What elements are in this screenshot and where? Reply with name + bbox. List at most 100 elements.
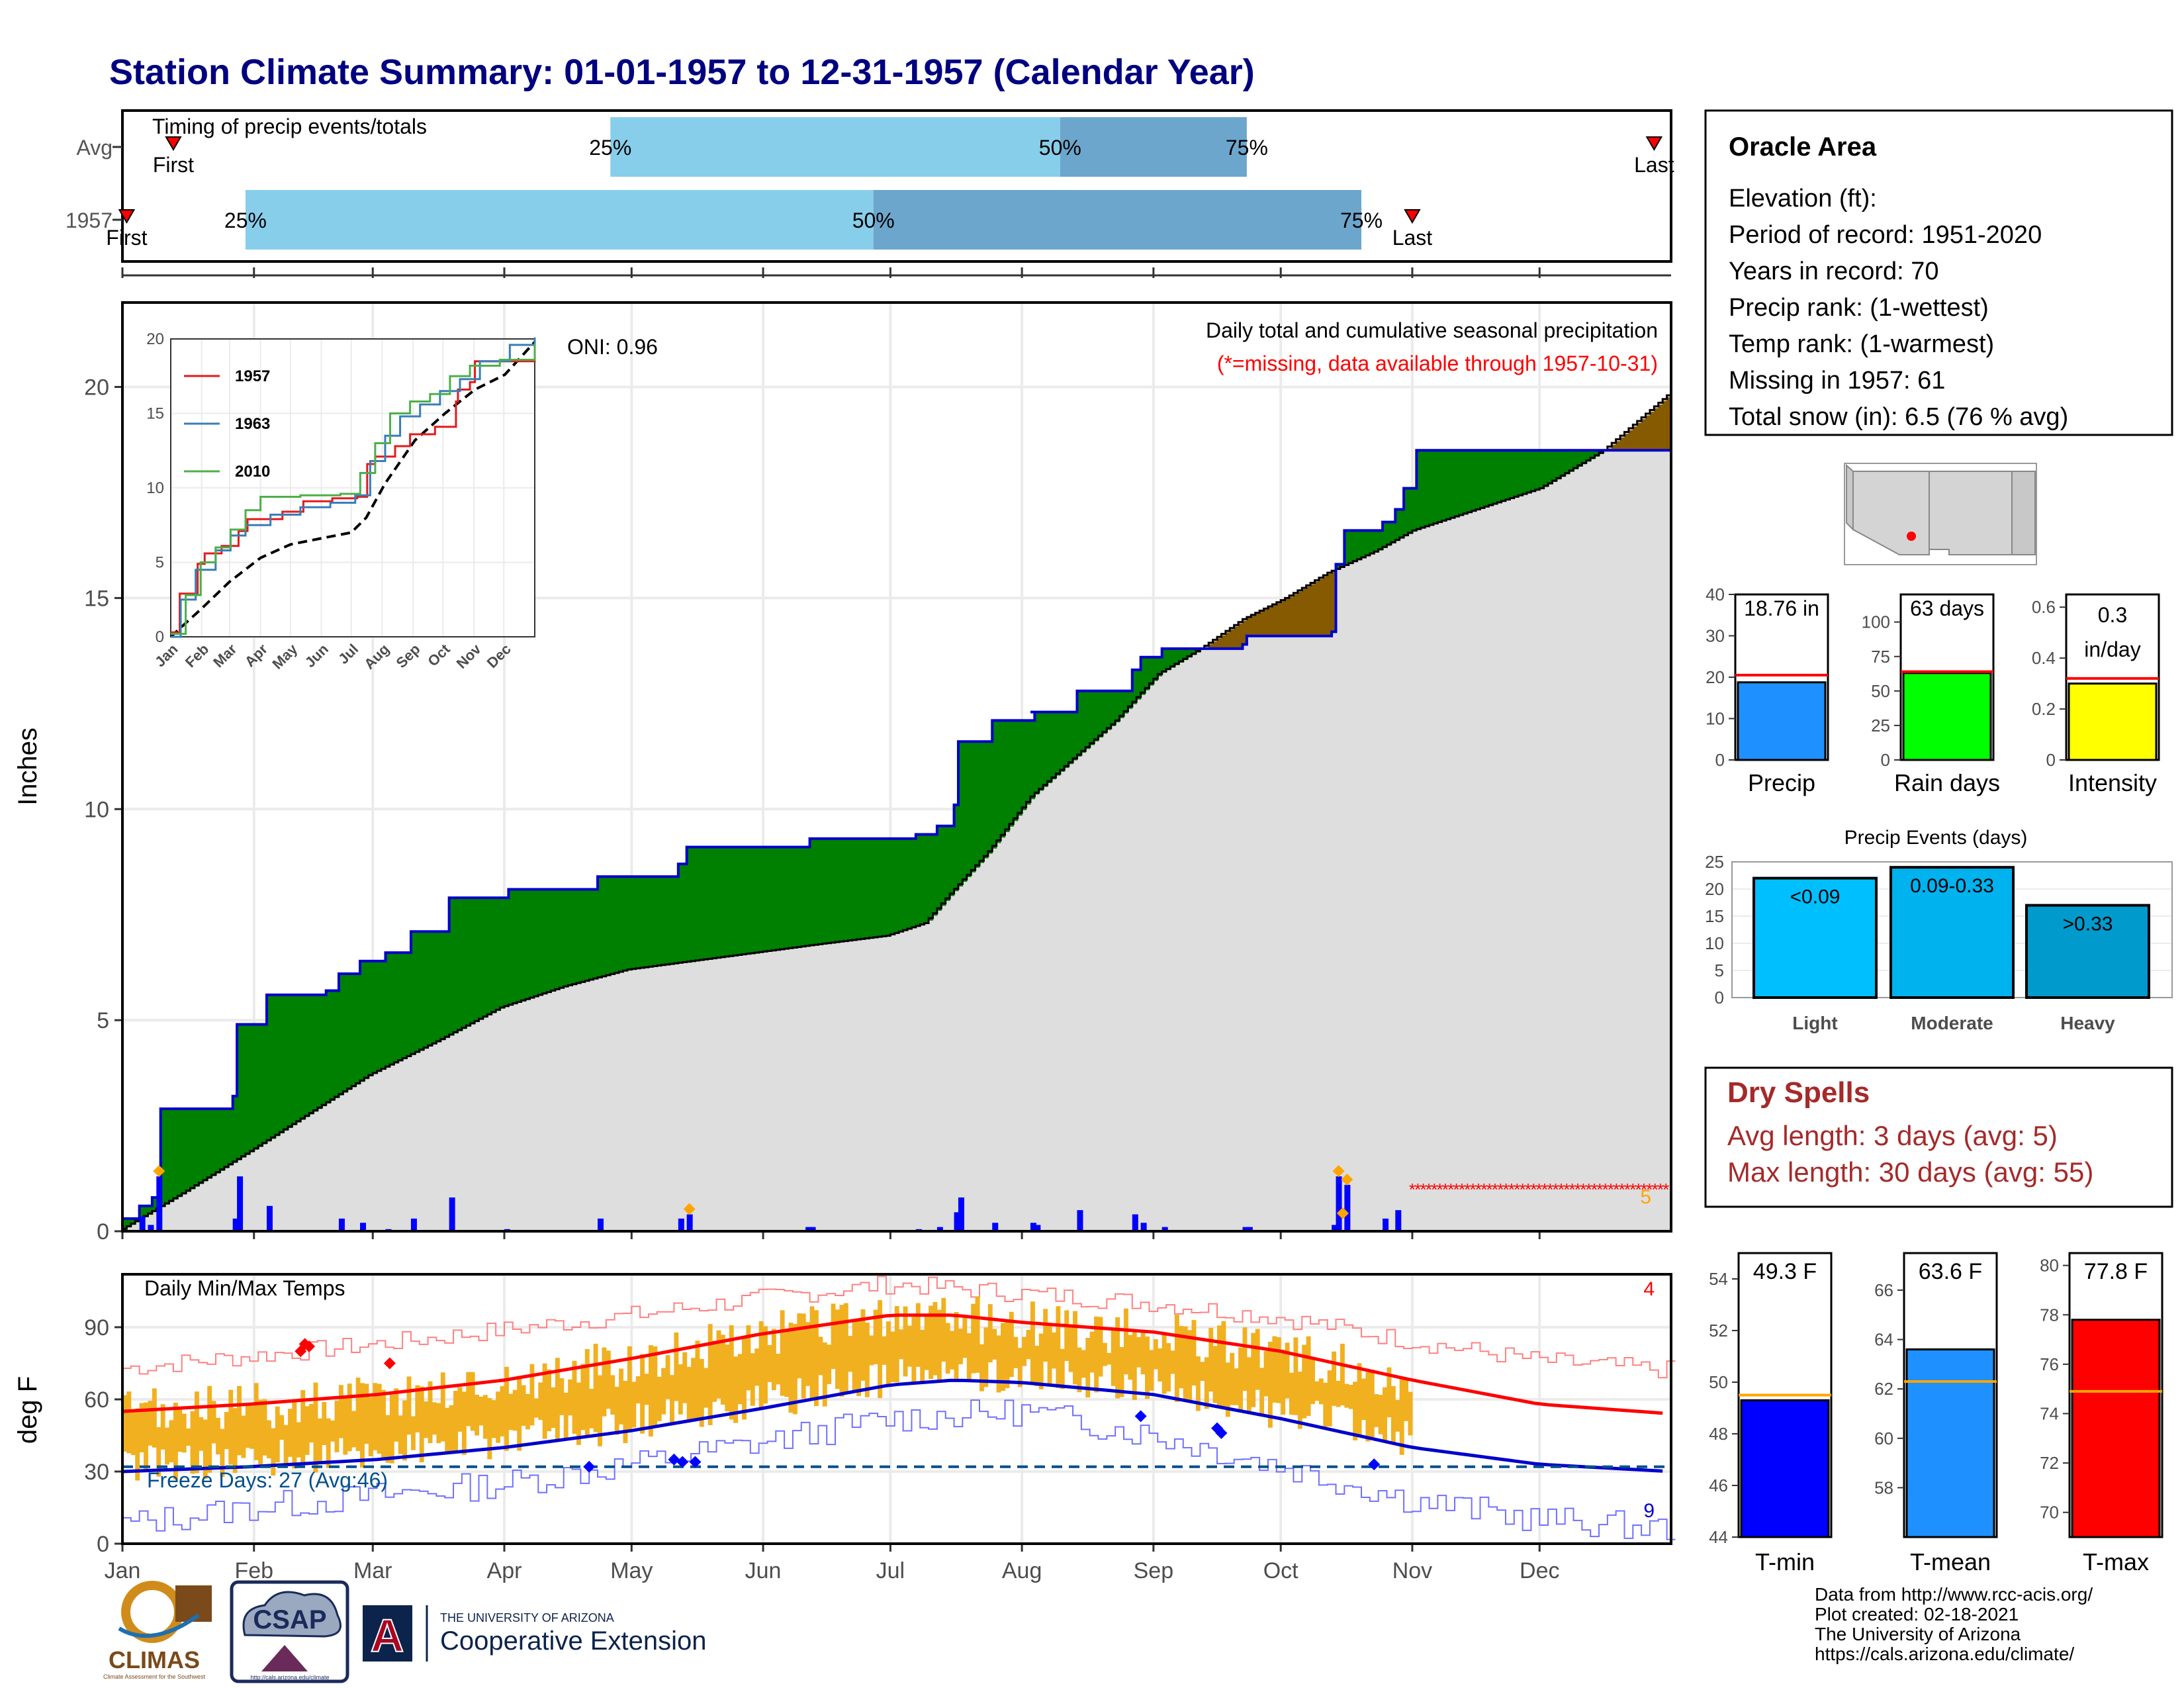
precip-surplus-area xyxy=(148,1205,153,1215)
precip-surplus-area xyxy=(1145,657,1150,690)
precip-deficit-area xyxy=(1302,589,1307,636)
precip-surplus-area xyxy=(373,961,378,1074)
precip-deficit-area xyxy=(1620,437,1625,451)
precip-missing-marker: * xyxy=(1541,1180,1548,1199)
temp-daily-bar xyxy=(695,1340,700,1421)
temp-bar-t-max xyxy=(2071,1319,2161,1538)
precip-surplus-area xyxy=(992,720,997,849)
temp-daily-bar xyxy=(979,1344,984,1391)
footer-credit-line: Plot created: 02-18-2021 xyxy=(1815,1604,2019,1624)
temp-daily-bar xyxy=(610,1375,615,1415)
summary-bar-value: 63 days xyxy=(1910,596,1984,620)
precip-deficit-area xyxy=(1263,609,1269,636)
precip-missing-marker: * xyxy=(1525,1180,1531,1199)
temp-daily-bar xyxy=(177,1408,183,1452)
temp-daily-bar xyxy=(1111,1328,1116,1386)
temp-daily-bar xyxy=(911,1317,917,1384)
summary-bar-ytick-label: 0.4 xyxy=(2032,648,2056,668)
precip-surplus-area xyxy=(504,898,509,1007)
precip-missing-marker: * xyxy=(1619,1180,1625,1199)
precip-surplus-area xyxy=(653,876,658,966)
temp-daily-bar xyxy=(126,1391,132,1454)
temp-daily-bar xyxy=(699,1358,704,1427)
precip-surplus-area xyxy=(1081,690,1086,753)
precip-surplus-area xyxy=(975,741,980,868)
precip-surplus-area xyxy=(271,994,276,1139)
precip-surplus-area xyxy=(461,898,467,1029)
temp-daily-bar xyxy=(207,1385,212,1473)
precip-surplus-area xyxy=(1111,690,1116,726)
precip-surplus-area xyxy=(699,847,704,961)
precip-surplus-area xyxy=(1365,530,1371,557)
temp-daily-bar xyxy=(856,1319,862,1397)
timing-row-label: Avg xyxy=(76,136,113,160)
temp-daily-bar xyxy=(1276,1337,1281,1403)
temp-daily-bar xyxy=(873,1309,878,1365)
precip-surplus-area xyxy=(1463,450,1468,514)
temp-daily-bar xyxy=(950,1331,955,1370)
precip-deficit-area xyxy=(1628,430,1633,451)
precip-missing-marker: * xyxy=(1586,1180,1592,1199)
timing-last-marker xyxy=(1645,136,1663,151)
temp-daily-bar xyxy=(1119,1346,1124,1397)
temp-daily-bar xyxy=(1017,1348,1023,1387)
precip-surplus-area xyxy=(194,1109,199,1187)
temp-daily-bar xyxy=(283,1425,289,1464)
precip-surplus-area xyxy=(1497,450,1502,503)
precip-surplus-area xyxy=(996,720,1001,843)
temp-daily-bar xyxy=(563,1392,569,1441)
temp-daily-bar xyxy=(1383,1387,1387,1442)
precip-daily-bar xyxy=(1395,1210,1402,1231)
precip-daily-bar xyxy=(1034,1225,1041,1231)
summary-bar-label: Rain days xyxy=(1894,769,2000,796)
precip-daily-bar xyxy=(598,1218,604,1231)
precip-missing-marker: * xyxy=(1497,1180,1504,1199)
temp-daily-bar xyxy=(300,1390,306,1465)
precip-surplus-area xyxy=(593,889,598,980)
temp-daily-bar xyxy=(288,1409,293,1457)
precip-surplus-area xyxy=(292,994,297,1125)
temp-daily-bar xyxy=(1323,1382,1328,1427)
temp-record-low-marker xyxy=(689,1456,702,1468)
precip-surplus-area xyxy=(1467,450,1473,513)
precip-daily-bar xyxy=(360,1223,367,1231)
temp-daily-bar xyxy=(525,1393,530,1430)
inset-ytick-label: 10 xyxy=(146,479,164,497)
temp-daily-bar xyxy=(780,1310,785,1396)
precip-surplus-area xyxy=(1501,450,1506,502)
precip-surplus-area xyxy=(792,847,797,948)
precip-daily-bar xyxy=(139,1216,146,1231)
temp-daily-bar xyxy=(1115,1317,1120,1399)
temp-record-high-marker xyxy=(383,1357,396,1370)
precip-missing-marker: * xyxy=(1431,1180,1437,1199)
temp-daily-bar xyxy=(704,1368,709,1408)
temp-daily-bar xyxy=(750,1353,755,1406)
climas-logo-subtitle: Climate Assessment for the Southwest xyxy=(103,1673,206,1680)
temp-daily-bar xyxy=(1212,1346,1218,1403)
precip-deficit-area xyxy=(1217,638,1222,649)
temp-daily-bar xyxy=(813,1310,819,1407)
precip-ytick-label: 15 xyxy=(84,586,109,611)
precip-daily-bar xyxy=(1242,1227,1249,1231)
precip-surplus-area xyxy=(1038,712,1044,791)
temp-daily-bar xyxy=(1404,1378,1409,1421)
precip-surplus-area xyxy=(682,864,688,962)
temp-bar-ytick-label: 60 xyxy=(1874,1429,1893,1448)
precip-surplus-area xyxy=(538,889,543,996)
temp-daily-bar xyxy=(304,1406,310,1455)
precip-surplus-area xyxy=(962,741,968,882)
temp-record-low-marker xyxy=(1368,1458,1381,1471)
temp-frame xyxy=(121,1273,1672,1545)
temp-daily-bar xyxy=(266,1420,271,1459)
temp-daily-bar xyxy=(1026,1329,1031,1360)
temp-daily-bar xyxy=(831,1303,836,1369)
precip-surplus-area xyxy=(1043,712,1048,787)
precip-surplus-area xyxy=(835,838,841,943)
precip-surplus-area xyxy=(1433,450,1438,524)
precip-surplus-area xyxy=(767,847,772,951)
temp-daily-bar xyxy=(424,1401,429,1438)
temp-daily-bar xyxy=(521,1385,526,1426)
precip-surplus-area xyxy=(1505,450,1510,500)
temp-daily-bar xyxy=(606,1350,611,1409)
temp-daily-bar xyxy=(508,1393,514,1430)
